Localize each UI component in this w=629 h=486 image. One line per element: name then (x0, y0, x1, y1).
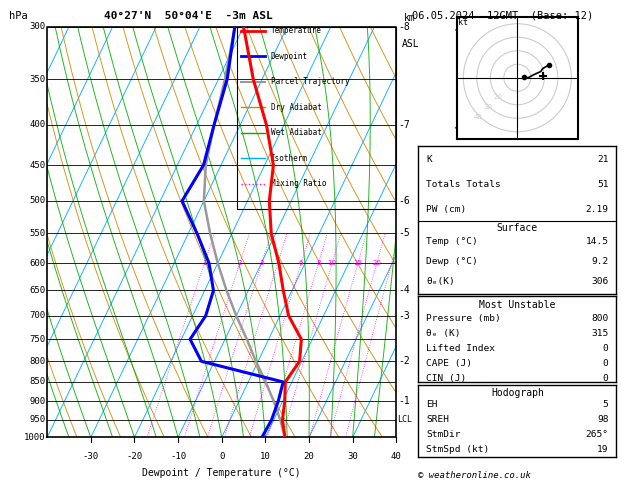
Text: 51: 51 (597, 180, 608, 189)
Text: 400: 400 (30, 121, 45, 129)
Text: Mixing Ratio (g/kg): Mixing Ratio (g/kg) (441, 181, 450, 283)
Text: θₑ(K): θₑ(K) (426, 277, 455, 286)
Text: 40°27'N  50°04'E  -3m ASL: 40°27'N 50°04'E -3m ASL (104, 11, 273, 21)
Text: Surface: Surface (497, 223, 538, 233)
Text: 20: 20 (304, 452, 314, 461)
Text: 10: 10 (328, 260, 337, 266)
Text: -5: -5 (398, 228, 409, 239)
Text: 300: 300 (30, 22, 45, 31)
Text: © weatheronline.co.uk: © weatheronline.co.uk (418, 471, 531, 480)
Text: kt: kt (458, 18, 468, 27)
Text: 350: 350 (30, 75, 45, 84)
Text: 700: 700 (30, 311, 45, 320)
Text: 800: 800 (591, 314, 608, 323)
Text: Totals Totals: Totals Totals (426, 180, 501, 189)
Text: Parcel Trajectory: Parcel Trajectory (270, 77, 349, 86)
Text: θₑ (K): θₑ (K) (426, 329, 460, 338)
Text: 0: 0 (603, 317, 608, 326)
Text: 550: 550 (30, 229, 45, 238)
Text: 20: 20 (372, 260, 381, 266)
Text: 315: 315 (591, 329, 608, 338)
Text: Dewp (°C): Dewp (°C) (426, 257, 478, 266)
Text: 306: 306 (591, 277, 608, 286)
Text: CIN (J): CIN (J) (426, 374, 467, 383)
Text: -6: -6 (398, 196, 409, 206)
Text: -20: -20 (126, 452, 143, 461)
Text: 98: 98 (597, 415, 608, 424)
Text: 750: 750 (30, 335, 45, 344)
Text: -8: -8 (398, 22, 409, 32)
Text: km: km (404, 13, 416, 23)
Text: 15: 15 (353, 260, 362, 266)
Text: Wet Adiabat: Wet Adiabat (270, 128, 321, 137)
Text: 19: 19 (597, 445, 608, 454)
Text: ASL: ASL (401, 39, 419, 49)
Text: -7: -7 (398, 120, 409, 130)
Text: Lifted Index: Lifted Index (426, 297, 495, 306)
Text: 8: 8 (316, 260, 321, 266)
Text: 30: 30 (484, 104, 493, 110)
Text: 40: 40 (474, 114, 483, 120)
Text: CAPE (J): CAPE (J) (426, 359, 472, 368)
Text: 900: 900 (30, 397, 45, 406)
Text: Pressure (mb): Pressure (mb) (426, 314, 501, 323)
Text: 0: 0 (603, 374, 608, 383)
Text: 950: 950 (30, 416, 45, 424)
Text: 30: 30 (347, 452, 358, 461)
Text: 450: 450 (30, 160, 45, 170)
Text: Dewpoint: Dewpoint (270, 52, 308, 61)
Text: 600: 600 (30, 259, 45, 268)
Text: 0: 0 (603, 337, 608, 346)
Text: 1000: 1000 (24, 433, 45, 442)
Text: Lifted Index: Lifted Index (426, 344, 495, 353)
Text: 800: 800 (30, 357, 45, 366)
Text: hPa: hPa (9, 11, 28, 21)
Text: Dewpoint / Temperature (°C): Dewpoint / Temperature (°C) (142, 468, 301, 478)
Text: Most Unstable: Most Unstable (479, 300, 555, 310)
Text: 0: 0 (219, 452, 225, 461)
Text: 265°: 265° (586, 430, 608, 439)
Text: Isotherm: Isotherm (270, 154, 308, 163)
Text: 6: 6 (299, 260, 303, 266)
Text: 20: 20 (494, 94, 503, 100)
Text: -2: -2 (398, 356, 409, 366)
Text: Temp (°C): Temp (°C) (426, 237, 478, 246)
Text: K: K (426, 155, 432, 164)
Text: 6: 6 (603, 297, 608, 306)
Text: 650: 650 (30, 286, 45, 295)
Text: 4: 4 (276, 260, 280, 266)
Text: 2: 2 (238, 260, 242, 266)
Text: Mixing Ratio: Mixing Ratio (270, 179, 326, 188)
Text: -30: -30 (83, 452, 99, 461)
Text: Dry Adiabat: Dry Adiabat (270, 103, 321, 112)
Text: 850: 850 (30, 378, 45, 386)
Text: LCL: LCL (397, 416, 412, 424)
Text: 1: 1 (202, 260, 207, 266)
Text: 40: 40 (391, 452, 402, 461)
Text: -3: -3 (398, 311, 409, 321)
Text: 14.5: 14.5 (586, 237, 608, 246)
Text: 06.05.2024  12GMT  (Base: 12): 06.05.2024 12GMT (Base: 12) (412, 11, 593, 21)
Text: SREH: SREH (426, 415, 449, 424)
Text: 500: 500 (30, 196, 45, 206)
Text: CIN (J): CIN (J) (426, 337, 467, 346)
Text: CAPE (J): CAPE (J) (426, 317, 472, 326)
Text: 21: 21 (597, 155, 608, 164)
Text: PW (cm): PW (cm) (426, 205, 467, 214)
Text: 9.2: 9.2 (591, 257, 608, 266)
Text: -10: -10 (170, 452, 186, 461)
Text: EH: EH (426, 400, 438, 409)
Text: 10: 10 (260, 452, 270, 461)
Text: -4: -4 (398, 285, 409, 295)
Text: 2.19: 2.19 (586, 205, 608, 214)
Text: Temperature: Temperature (270, 26, 321, 35)
Text: 0: 0 (603, 344, 608, 353)
Text: 5: 5 (603, 400, 608, 409)
Text: 3: 3 (259, 260, 264, 266)
Text: StmSpd (kt): StmSpd (kt) (426, 445, 489, 454)
Text: Hodograph: Hodograph (491, 388, 544, 398)
Text: -1: -1 (398, 397, 409, 406)
Text: StmDir: StmDir (426, 430, 460, 439)
Text: 0: 0 (603, 359, 608, 368)
